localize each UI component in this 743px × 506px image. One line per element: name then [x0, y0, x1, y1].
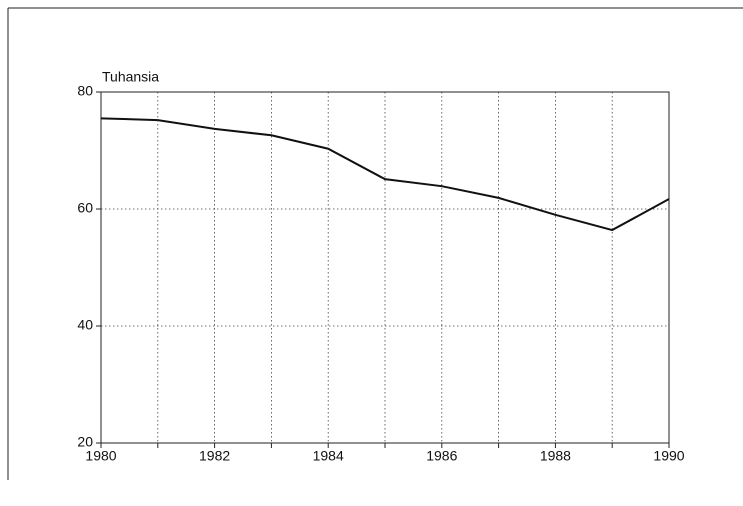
x-tick-label: 1982 — [199, 448, 230, 464]
x-tick-label: 1980 — [85, 448, 116, 464]
x-tick-label: 1990 — [653, 448, 684, 464]
line — [100, 117, 670, 232]
x-tick-label: 1988 — [540, 448, 571, 464]
y-tick-label: 20 — [77, 434, 93, 450]
x-tick-label: 1984 — [313, 448, 344, 464]
y-tick-label: 40 — [77, 317, 93, 333]
plot-frame — [100, 91, 670, 444]
chart-title: Tuhansia — [102, 69, 159, 85]
x-tick-label: 1986 — [426, 448, 457, 464]
y-tick-label: 80 — [77, 83, 93, 99]
y-tick-label: 60 — [77, 200, 93, 216]
